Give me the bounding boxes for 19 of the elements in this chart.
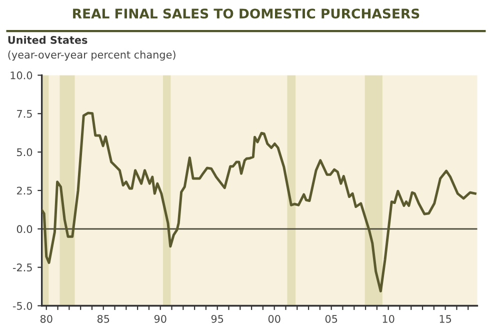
x-tick-label: 00 bbox=[268, 314, 280, 323]
x-tick-label: 05 bbox=[325, 314, 338, 323]
x-tick-label: 85 bbox=[97, 314, 110, 323]
y-tick-label: 0.0 bbox=[16, 225, 32, 234]
x-tick-label: 80 bbox=[40, 314, 52, 323]
y-tick-label: 5.0 bbox=[17, 148, 32, 156]
y-tick-label: 2.5 bbox=[16, 186, 32, 195]
x-tick-label: 95 bbox=[211, 314, 224, 323]
chart-subtitle: United States bbox=[8, 36, 88, 44]
y-tick-label: 10.0 bbox=[10, 71, 32, 80]
chart-title: REAL FINAL SALES TO DOMESTIC PURCHASERS bbox=[73, 8, 420, 19]
y-axis-title: (year-over-year percent change) bbox=[8, 50, 176, 61]
y-tick-label: -5.0 bbox=[12, 302, 32, 310]
line-series bbox=[42, 112, 476, 292]
x-tick-label: 10 bbox=[382, 314, 394, 323]
x-tick-label: 90 bbox=[154, 314, 166, 323]
y-tick-label: -2.5 bbox=[12, 264, 32, 272]
x-tick-label: 15 bbox=[440, 315, 452, 323]
y-tick-label: 7.5 bbox=[17, 110, 32, 118]
